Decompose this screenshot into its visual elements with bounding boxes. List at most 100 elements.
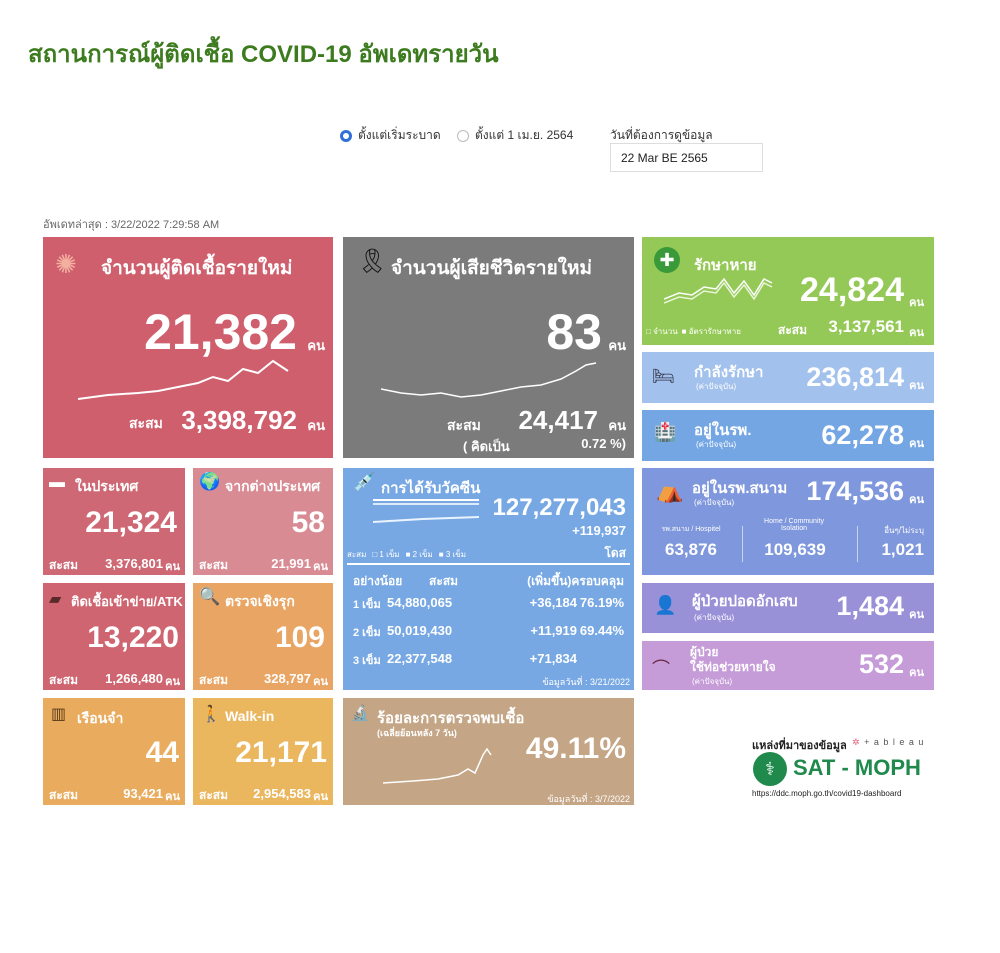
vaccine-added: +119,937	[572, 523, 626, 538]
tile-ventilator: ⌒ ผู้ป่วย ใช้ท่อช่วยหายใจ (ค่าปัจจุบัน) …	[642, 641, 934, 690]
walking-person-icon: 🚶	[201, 706, 221, 723]
field-col-label: อื่นๆ/ไม่ระบุ	[884, 526, 924, 535]
field-value: 174,536	[806, 476, 904, 506]
tile-label: รักษาหาย	[694, 257, 757, 274]
legend-count: □ จำนวน	[646, 327, 678, 336]
legend-dose2: ■ 2 เข็ม	[405, 550, 433, 559]
vaccine-row: 1 เข็ม 54,880,065 +36,184 76.19%	[353, 595, 624, 611]
ventilator-icon: ⌒	[652, 659, 670, 679]
tile-abroad: 🌍 จากต่างประเทศ 58 สะสม 21,991 คน	[193, 468, 333, 575]
unit: คน	[909, 667, 924, 679]
recovered-value: 24,824	[800, 271, 904, 309]
vaccine-date: ข้อมูลวันที่ : 3/21/2022	[542, 677, 630, 687]
search-icon: 🔍	[199, 587, 221, 606]
prison-bars-icon: ▥	[51, 706, 67, 723]
hospital-value: 62,278	[821, 420, 904, 450]
tile-label: จำนวนผู้เสียชีวิตรายใหม่	[391, 258, 593, 279]
field-col-value: 1,021	[881, 540, 924, 559]
unit: คน	[909, 609, 924, 621]
tile-new-cases: ✺ จำนวนผู้ติดเชื้อรายใหม่ 21,382 คน สะสม…	[43, 237, 333, 458]
new-cases-sparkline	[78, 359, 289, 400]
radio-since-apr-2564[interactable]: ตั้งแต่ 1 เม.ย. 2564	[457, 126, 573, 145]
vaccine-legend: สะสม □ 1 เข็ม ■ 2 เข็ม ■ 3 เข็ม	[347, 548, 466, 561]
unit: คน	[165, 791, 180, 803]
tile-prison: ▥ เรือนจำ 44 สะสม 93,421 คน	[43, 698, 185, 805]
legend-dose3: ■ 3 เข็ม	[438, 550, 466, 559]
ribbon-icon: 🎗	[357, 248, 388, 275]
tile-walkin: 🚶 Walk-in 21,171 สะสม 2,954,583 คน	[193, 698, 333, 805]
unit: คน	[313, 676, 328, 688]
tile-sublabel: (ค่าปัจจุบัน)	[696, 382, 737, 391]
tile-label: การได้รับวัคซีน	[381, 480, 481, 497]
tent-icon: ⛺	[656, 478, 684, 503]
tile-label: ผู้ป่วย	[690, 645, 719, 659]
field-col-label: รพ.สนาม / Hospitel	[661, 526, 721, 533]
walkin-value: 21,171	[235, 736, 327, 769]
prison-cum: 93,421	[123, 786, 163, 801]
field-col-label: Home / Community Isolation	[764, 518, 824, 532]
divider	[347, 563, 630, 565]
tile-hospital: 🏥 อยู่ในรพ. (ค่าปัจจุบัน) 62,278 คน	[642, 410, 934, 461]
thai-flag-icon: ▬	[49, 474, 65, 491]
cum-label: สะสม	[199, 558, 229, 572]
death-rate: 0.72 %)	[581, 436, 626, 451]
date-label: วันที่ต้องการดูข้อมูล	[610, 128, 713, 142]
unit: คน	[909, 438, 924, 450]
tile-label: กำลังรักษา	[694, 364, 764, 381]
vaccine-total: 127,277,043	[492, 494, 626, 521]
vaccine-row: 3 เข็ม 22,377,548 +71,834	[353, 651, 577, 667]
tile-label: ในประเทศ	[75, 478, 139, 494]
tile-label: ตรวจเชิงรุก	[225, 593, 295, 609]
cum-label: สะสม	[49, 673, 79, 687]
tile-vaccine: 💉 การได้รับวัคซีน 127,277,043 +119,937 โ…	[343, 468, 634, 690]
patient-iv-icon: 👤	[654, 595, 677, 615]
medical-cross-icon: ✚	[654, 247, 680, 273]
microscope-icon: 🔬	[351, 705, 370, 722]
divider	[857, 526, 858, 562]
legend-label: สะสม	[347, 550, 367, 559]
radio-dot[interactable]	[340, 129, 352, 142]
last-updated: อัพเดทล่าสุด : 3/22/2022 7:29:58 AM	[43, 219, 220, 231]
unit: คน	[909, 297, 924, 309]
tile-sublabel: (ค่าปัจจุบัน)	[694, 613, 735, 622]
cum-label: สะสม	[49, 558, 79, 572]
rate-label: ( คิดเป็น	[463, 439, 510, 454]
tile-label: ผู้ป่วยปอดอักเสบ	[692, 593, 798, 610]
deaths-cum: 24,417	[518, 405, 598, 435]
field-col-value: 63,876	[665, 540, 717, 559]
source-label: แหล่งที่มาของข้อมูล	[752, 740, 847, 752]
new-cases-value: 21,382	[144, 304, 297, 360]
unit: คน	[909, 327, 924, 339]
atk-test-icon: ▰	[49, 591, 62, 608]
domestic-cum: 3,376,801	[105, 556, 163, 571]
radio-dot[interactable]	[457, 129, 469, 142]
syringe-icon: 💉	[353, 472, 376, 492]
abroad-value: 58	[291, 506, 325, 539]
tile-pneumonia: 👤 ผู้ป่วยปอดอักเสบ (ค่าปัจจุบัน) 1,484 ค…	[642, 583, 934, 633]
recovered-legend: □ จำนวน ■ อัตรารักษาหาย	[646, 325, 741, 338]
tile-atk: ▰ ติดเชื้อเข้าข่าย/ATK 13,220 สะสม 1,266…	[43, 583, 185, 690]
new-cases-cum: 3,398,792	[181, 405, 297, 435]
treating-value: 236,814	[806, 362, 904, 392]
hospital-building-icon: 🏥	[654, 422, 677, 442]
moph-seal-logo: ⚕	[753, 752, 787, 786]
unit: คน	[608, 418, 626, 433]
page-title: สถานการณ์ผู้ติดเชื้อ COVID-19 อัพเดทรายว…	[28, 41, 499, 68]
cum-label: สะสม	[199, 673, 229, 687]
tile-sublabel: (ค่าปัจจุบัน)	[696, 440, 737, 449]
virus-icon: ✺	[55, 249, 77, 279]
vaccine-header-row: อย่างน้อย สะสม (เพิ่มขึ้น) ครอบคลุม	[353, 574, 624, 588]
cum-label: สะสม	[778, 323, 808, 337]
source-url[interactable]: https://ddc.moph.go.th/covid19-dashboard	[752, 789, 902, 798]
tile-label: ร้อยละการตรวจพบเชื้อ	[377, 710, 525, 727]
deaths-value: 83	[546, 304, 602, 360]
tile-sublabel: (เฉลี่ยย้อนหลัง 7 วัน)	[377, 728, 457, 738]
tile-sublabel: (ค่าปัจจุบัน)	[692, 677, 733, 686]
radio-label: ตั้งแต่ 1 เม.ย. 2564	[475, 128, 574, 142]
field-col-value: 109,639	[764, 540, 826, 559]
deaths-sparkline	[381, 362, 597, 398]
tile-treating: 🛏 กำลังรักษา (ค่าปัจจุบัน) 236,814 คน	[642, 352, 934, 403]
date-input[interactable]: 22 Mar BE 2565	[610, 143, 763, 172]
unit: คน	[307, 418, 325, 433]
radio-since-outbreak[interactable]: ตั้งแต่เริ่มระบาด	[340, 126, 441, 145]
